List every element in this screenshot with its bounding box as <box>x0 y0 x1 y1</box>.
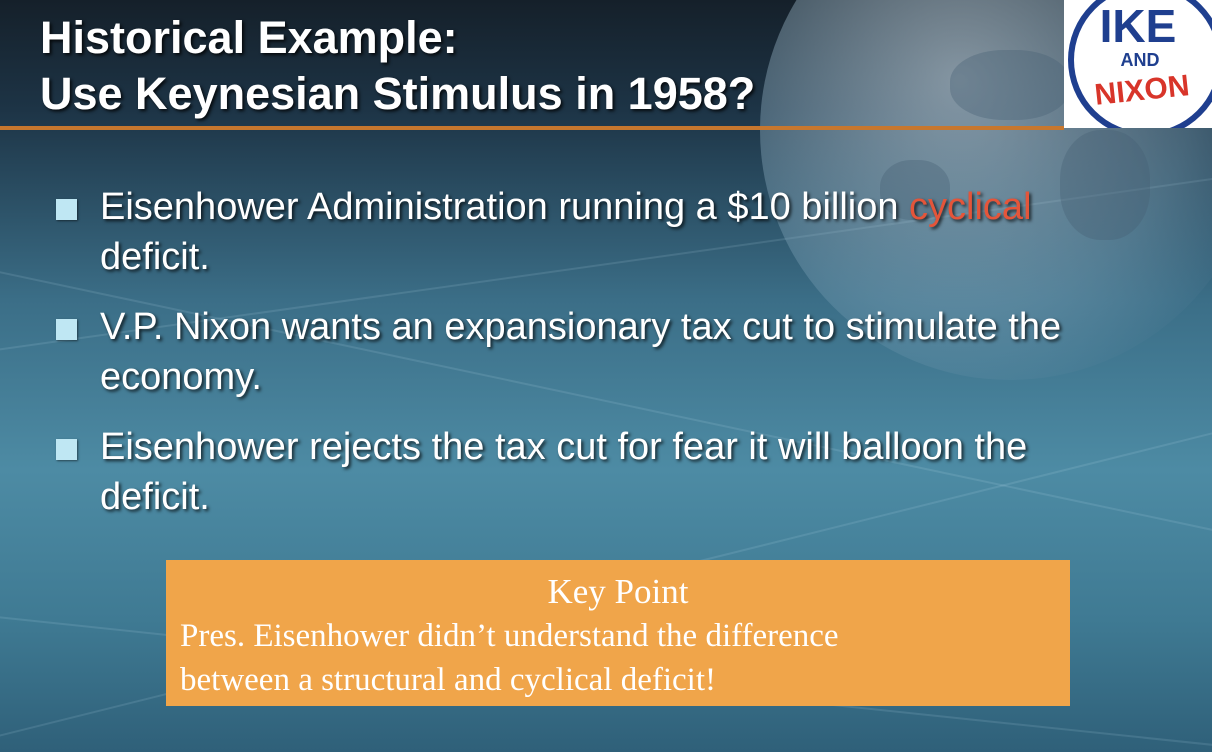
key-point-title: Key Point <box>547 572 689 611</box>
campaign-button-graphic: IKE AND NIXON <box>1068 0 1212 138</box>
bullet-item: Eisenhower Administration running a $10 … <box>56 182 1136 282</box>
bullet-item: Eisenhower rejects the tax cut for fear … <box>56 422 1136 522</box>
title-underline <box>0 126 1064 130</box>
key-point-box: Key Point Pres. Eisenhower didn’t unders… <box>166 560 1070 706</box>
square-bullet-icon <box>56 439 77 460</box>
key-point-line-1: Pres. Eisenhower didn’t understand the d… <box>180 618 839 654</box>
bullet-text: Eisenhower rejects the tax cut for fear … <box>100 426 1028 518</box>
highlight-cyclical: cyclical <box>909 186 1032 228</box>
title-line-2: Use Keynesian Stimulus in 1958? <box>40 68 756 119</box>
square-bullet-icon <box>56 199 77 220</box>
ike-and-nixon-logo: IKE AND NIXON <box>1064 0 1212 138</box>
bullet-text: V.P. Nixon wants an expansionary tax cut… <box>100 306 1062 398</box>
key-point-line-2: between a structural and cyclical defici… <box>180 662 716 698</box>
bullet-item: V.P. Nixon wants an expansionary tax cut… <box>56 302 1136 402</box>
square-bullet-icon <box>56 319 77 340</box>
bullet-text-after: deficit. <box>100 236 210 278</box>
bullet-text-before: Eisenhower Administration running a $10 … <box>100 186 910 228</box>
title-line-1: Historical Example: <box>40 12 458 63</box>
logo-text-middle: AND <box>1121 50 1160 70</box>
logo-text-top: IKE <box>1100 0 1177 52</box>
bullet-list: Eisenhower Administration running a $10 … <box>56 182 1136 542</box>
slide-title: Historical Example: Use Keynesian Stimul… <box>40 10 1050 122</box>
